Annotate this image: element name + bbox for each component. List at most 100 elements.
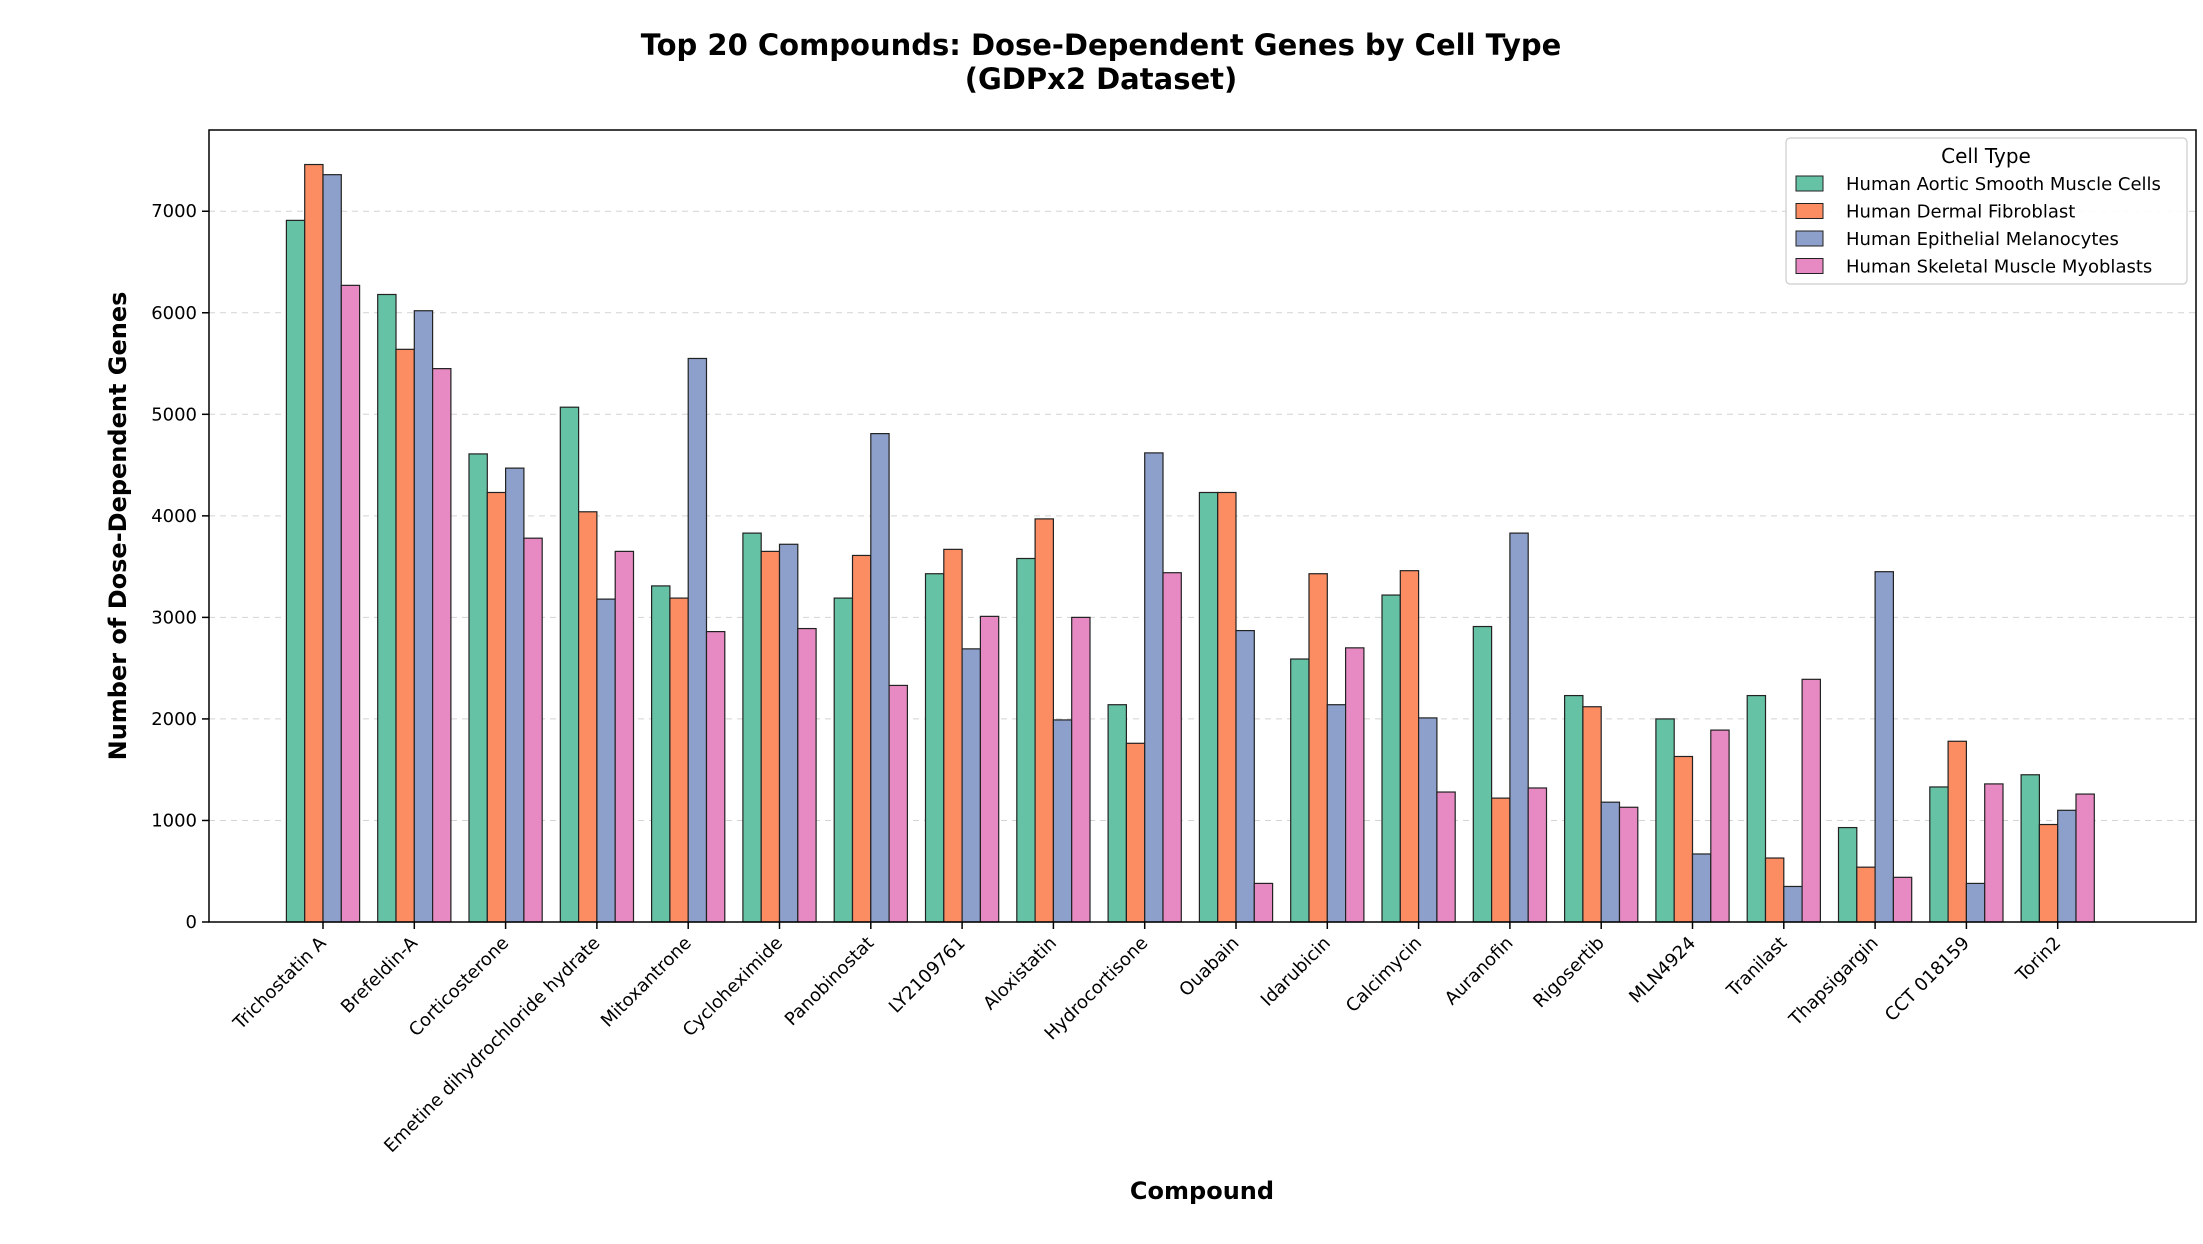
legend-label: Human Skeletal Muscle Myoblasts xyxy=(1846,257,2152,278)
bar xyxy=(377,293,397,923)
bar xyxy=(413,310,434,923)
bar xyxy=(870,433,890,923)
bar xyxy=(650,585,671,923)
bar xyxy=(304,163,324,923)
chart-title: Top 20 Compounds: Dose-Dependent Genes b… xyxy=(641,28,1562,62)
bar xyxy=(1965,882,1986,923)
bar xyxy=(1509,532,1529,923)
x-tick-label: Tranilast xyxy=(1722,933,1791,1002)
x-tick-label: Trichostatin A xyxy=(229,932,331,1034)
bar xyxy=(1490,797,1511,923)
bar xyxy=(523,537,543,923)
bar xyxy=(596,598,616,923)
bar xyxy=(851,554,872,923)
bar xyxy=(1107,704,1127,923)
y-tick-label: 6000 xyxy=(151,303,197,324)
x-axis-label: Compound xyxy=(1130,1177,1274,1205)
y-tick-label: 5000 xyxy=(151,404,197,425)
bar xyxy=(1071,616,1091,923)
bar xyxy=(1856,866,1876,923)
x-tick-label: LY2109761 xyxy=(885,933,970,1018)
x-tick-label: Brefeldin-A xyxy=(337,932,422,1017)
bar xyxy=(1344,647,1365,923)
y-tick-label: 7000 xyxy=(151,201,197,222)
y-tick-label: 2000 xyxy=(151,709,197,730)
bar xyxy=(1290,658,1310,923)
bar xyxy=(1582,706,1602,923)
bar xyxy=(1052,719,1073,923)
bar xyxy=(395,348,415,923)
legend-title: Cell Type xyxy=(1941,144,2031,168)
bar xyxy=(1417,717,1438,923)
bar xyxy=(2038,823,2059,923)
bar xyxy=(1764,857,1785,923)
y-tick-label: 4000 xyxy=(151,506,197,527)
y-axis-ticks: 0 1000 2000 3000 4000 5000 6000 7000 xyxy=(151,201,209,933)
bar xyxy=(1746,694,1767,923)
bar xyxy=(285,219,306,923)
legend: Cell Type Human Aortic Smooth Muscle Cel… xyxy=(1785,137,2188,285)
bar xyxy=(1691,853,1712,923)
x-tick-label: Idarubicin xyxy=(1257,933,1335,1011)
bar xyxy=(961,648,981,923)
x-tick-label: Panobinostat xyxy=(781,933,878,1030)
bar xyxy=(1783,885,1803,923)
legend-swatch xyxy=(1795,230,1824,247)
x-tick-label: Cycloheximide xyxy=(679,933,787,1041)
y-axis-label: Number of Dose-Dependent Genes xyxy=(104,292,132,761)
x-tick-label: MLN4924 xyxy=(1625,933,1700,1008)
bar xyxy=(1947,740,1967,923)
bar xyxy=(1801,678,1821,923)
bar xyxy=(1235,629,1255,923)
bar xyxy=(322,174,342,923)
bar xyxy=(432,368,452,923)
bar xyxy=(778,543,799,923)
x-tick-label: Rigosertib xyxy=(1529,933,1608,1012)
plot-frame xyxy=(208,129,2197,923)
x-tick-label: CCT 018159 xyxy=(1881,933,1974,1026)
bar xyxy=(559,406,580,923)
bar xyxy=(1673,755,1694,923)
bar xyxy=(2020,774,2040,923)
x-axis-ticks: Trichostatin A Brefeldin-ACorticosteroneE… xyxy=(229,922,2065,1157)
bar xyxy=(1144,452,1164,923)
bar xyxy=(1618,806,1639,923)
x-tick-label: Torin2 xyxy=(2011,933,2065,987)
bar xyxy=(1217,491,1237,923)
bar xyxy=(1198,491,1219,923)
bar xyxy=(1472,625,1493,923)
y-tick-label: 0 xyxy=(186,912,197,933)
bar xyxy=(486,491,507,923)
bar xyxy=(1162,572,1182,923)
bar xyxy=(1563,694,1584,923)
legend-items: Human Aortic Smooth Muscle Cells Human De… xyxy=(1795,174,2161,278)
y-tick-label: 1000 xyxy=(151,810,197,831)
bar xyxy=(577,511,598,923)
bar xyxy=(614,550,635,923)
x-tick-label: Ouabain xyxy=(1175,933,1243,1001)
bar xyxy=(1399,570,1420,923)
bar xyxy=(1655,718,1675,923)
legend-swatch xyxy=(1795,175,1824,192)
legend-box xyxy=(1785,137,2188,285)
bar xyxy=(833,597,854,923)
legend-label: Human Aortic Smooth Muscle Cells xyxy=(1846,174,2161,195)
bar xyxy=(1326,704,1347,923)
bar xyxy=(1436,791,1456,923)
bar xyxy=(943,548,963,923)
bar xyxy=(1034,518,1054,923)
legend-label: Human Epithelial Melanocytes xyxy=(1846,229,2119,250)
bar xyxy=(1600,801,1621,923)
bar xyxy=(1527,787,1548,923)
x-tick-label: Calcimycin xyxy=(1342,933,1426,1017)
x-tick-label: Auranofin xyxy=(1441,933,1518,1010)
bar xyxy=(1308,573,1328,923)
bar xyxy=(888,684,908,923)
bar xyxy=(2057,809,2077,923)
legend-label: Human Dermal Fibroblast xyxy=(1846,202,2075,223)
bar xyxy=(1874,571,1894,923)
bar xyxy=(1984,783,2004,923)
bar xyxy=(1016,557,1036,923)
